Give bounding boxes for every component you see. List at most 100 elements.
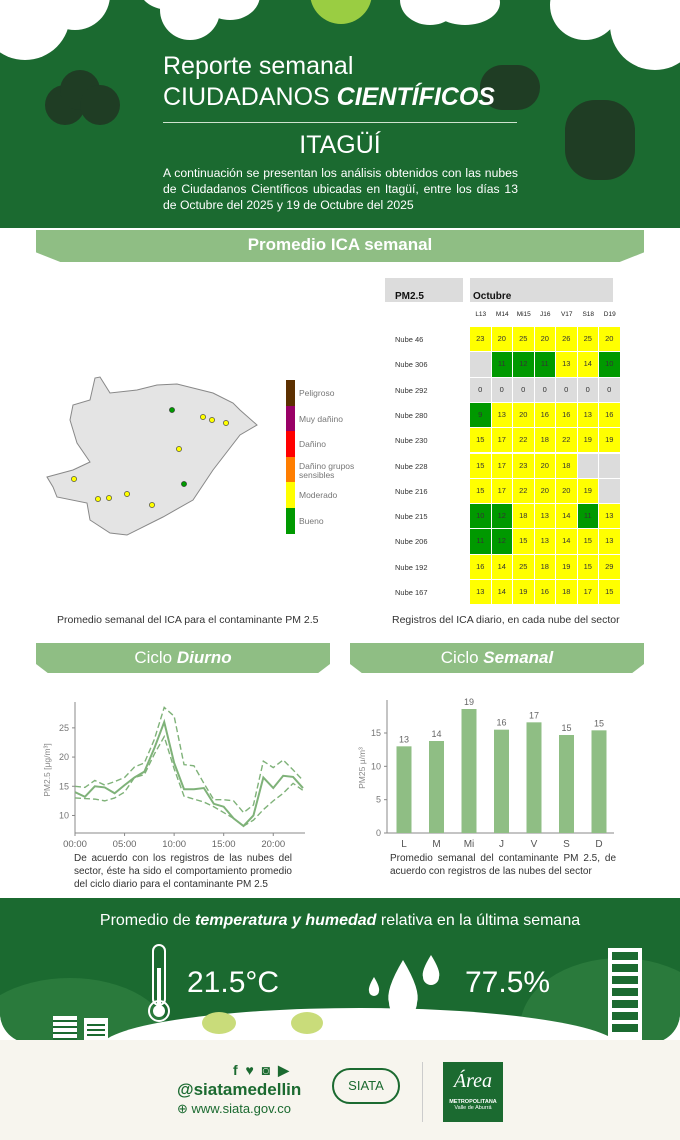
bar <box>526 722 542 833</box>
map-point <box>200 414 206 420</box>
table-cell: 18 <box>556 453 577 478</box>
legend-label: Dañino grupos sensibles <box>299 460 355 480</box>
bar <box>591 730 607 833</box>
legend-swatch <box>286 405 295 432</box>
table-cell: 11 <box>491 352 512 377</box>
table-cell: 11 <box>470 529 491 554</box>
table-cell: 22 <box>513 428 534 453</box>
x-tick-label: Mi <box>464 839 475 850</box>
table-cell: 25 <box>513 327 534 352</box>
legend-swatch <box>286 482 295 508</box>
row-label: Nube 215 <box>395 512 428 522</box>
table-cell: 20 <box>534 327 555 352</box>
bar <box>396 746 412 833</box>
table-cell: 18 <box>556 580 577 605</box>
x-tick-label: S <box>563 839 570 850</box>
table-cell: 10 <box>599 352 620 377</box>
table-cell: 26 <box>556 327 577 352</box>
weather-title: Promedio de temperatura y humedad relati… <box>99 912 581 929</box>
table-cell: 14 <box>491 580 512 605</box>
x-tick-label: 05:00 <box>113 839 137 850</box>
x-tick-label: L <box>401 839 407 850</box>
table-cell: 23 <box>513 453 534 478</box>
table-cell <box>599 478 620 504</box>
y-tick-label: 15 <box>59 781 69 791</box>
table-cell: 12 <box>491 504 512 529</box>
table-cell: 9 <box>470 402 491 428</box>
table-cell: 15 <box>577 529 598 554</box>
map-point <box>106 495 112 501</box>
table-caption: Registros del ICA diario, en cada nube d… <box>392 614 620 626</box>
row-label: Nube 167 <box>395 588 428 597</box>
table-cell: 13 <box>577 402 598 428</box>
y-tick-label: 25 <box>59 723 69 733</box>
bar-label: 17 <box>529 710 539 720</box>
diurno-banner: Ciclo Diurno <box>36 643 330 673</box>
row-label: Nube 206 <box>395 537 428 547</box>
x-tick-label: 10:00 <box>162 839 186 850</box>
table-cell: 10 <box>470 504 491 529</box>
table-cell <box>577 453 598 478</box>
table-cell: 0 <box>534 377 555 402</box>
table-cell: 15 <box>470 478 491 504</box>
table-cell: 15 <box>577 554 598 579</box>
social-icons[interactable]: f ♥ ◙ ▶ <box>233 1062 291 1078</box>
diurno-chart: 10 15 20 25 00:00 05:00 10:00 15:00 20:00 PM2.5 [… <box>42 702 305 850</box>
table-cell: 12 <box>513 352 534 377</box>
table-cell: 11 <box>534 352 555 377</box>
x-tick-label: J <box>499 839 504 850</box>
table-cell: 19 <box>513 580 534 605</box>
legend-label: Moderado <box>299 490 338 500</box>
y-tick-label: 20 <box>59 752 69 762</box>
map-point <box>149 502 155 508</box>
day-header: D19 <box>603 311 616 318</box>
social-handle[interactable]: @siatamedellin <box>177 1080 302 1099</box>
area-metropolitana-logo: Área METROPOLITANA Valle de Aburrá <box>443 1062 503 1122</box>
table-cell: 13 <box>470 580 491 605</box>
table-cell <box>470 352 491 377</box>
table-cell: 13 <box>556 352 577 377</box>
website-link[interactable]: ⊕ www.siata.gov.co <box>177 1101 291 1116</box>
row-label: Nube 230 <box>395 436 428 446</box>
x-tick-label: M <box>432 839 440 850</box>
bar-label: 15 <box>561 723 571 733</box>
table-cell: 18 <box>513 504 534 529</box>
x-tick-label: 20:00 <box>261 839 285 850</box>
map-point <box>95 496 101 502</box>
table-cell: 25 <box>513 554 534 579</box>
series-line <box>74 718 304 828</box>
table-cell: 19 <box>577 428 598 453</box>
table-cell: 15 <box>599 580 620 605</box>
map-point <box>223 420 229 426</box>
row-label: Nube 192 <box>395 562 428 572</box>
map-caption: Promedio semanal del ICA para el contami… <box>57 614 319 626</box>
table-cell: 0 <box>599 377 620 402</box>
series-line <box>74 706 304 814</box>
weather-panel <box>0 898 680 1043</box>
bar-label: 19 <box>464 697 474 707</box>
x-tick-label: V <box>531 839 538 850</box>
table-cell: 13 <box>599 529 620 554</box>
day-header: Mi15 <box>516 311 531 318</box>
x-tick-label: D <box>595 839 602 850</box>
map-point <box>176 446 182 452</box>
bar <box>559 735 574 833</box>
tree-icon <box>291 1012 323 1034</box>
table-corner: PM2.5 <box>385 278 463 302</box>
ica-section-banner: Promedio ICA semanal <box>36 230 644 262</box>
table-cell: 17 <box>491 453 512 478</box>
table-cell: 20 <box>599 327 620 352</box>
table-cell: 17 <box>491 428 512 453</box>
legend-swatch <box>286 507 295 534</box>
row-label: Nube 216 <box>395 486 428 496</box>
table-month: Octubre <box>470 278 613 302</box>
temperature-value: 21.5°C <box>187 966 280 999</box>
divider <box>163 122 517 123</box>
table-cell <box>599 453 620 478</box>
building-icon <box>608 948 642 1040</box>
intro-text: A continuación se presentan los análisis… <box>163 166 518 212</box>
table-cell: 19 <box>599 428 620 453</box>
table-cell: 16 <box>470 554 491 579</box>
map-point <box>181 481 187 487</box>
table-cell: 16 <box>599 402 620 428</box>
